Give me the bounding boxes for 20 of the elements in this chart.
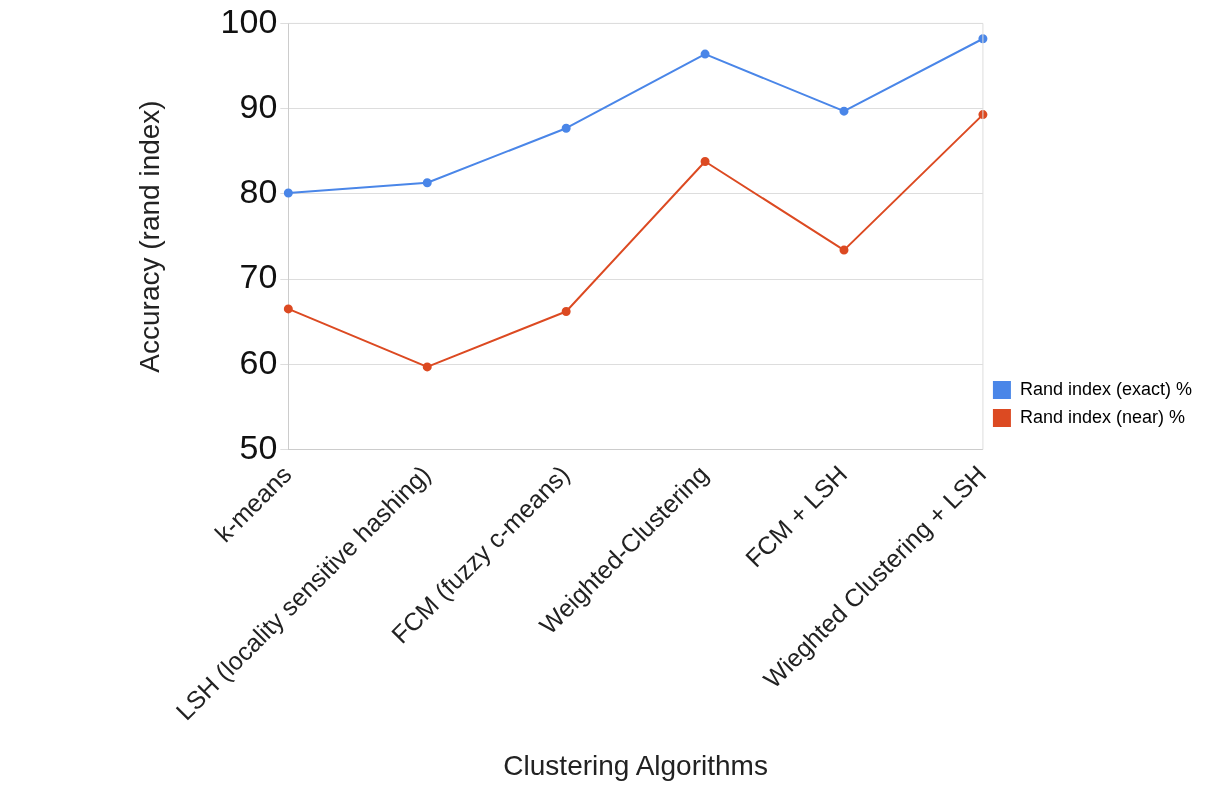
point — [700, 49, 710, 59]
point — [561, 123, 571, 133]
point — [422, 362, 432, 372]
x-axis-title: Clustering Algorithms — [503, 749, 768, 781]
y-tick-label: 80 — [239, 172, 278, 211]
y-tick-label: 70 — [239, 257, 278, 296]
point — [700, 156, 710, 166]
point — [283, 188, 293, 198]
y-tick-label: 50 — [239, 427, 278, 466]
point — [561, 306, 571, 316]
y-axis-title: Accuracy (rand index) — [133, 100, 165, 373]
y-tick-label: 60 — [239, 342, 278, 381]
legend-label: Rand index (near) % — [1019, 406, 1186, 427]
point — [839, 245, 849, 255]
legend-label: Rand index (exact) % — [1019, 378, 1193, 399]
point — [839, 106, 849, 116]
point — [422, 178, 432, 188]
y-tick-label: 100 — [220, 1, 278, 40]
point — [283, 304, 293, 314]
y-tick-label: 90 — [239, 87, 278, 126]
